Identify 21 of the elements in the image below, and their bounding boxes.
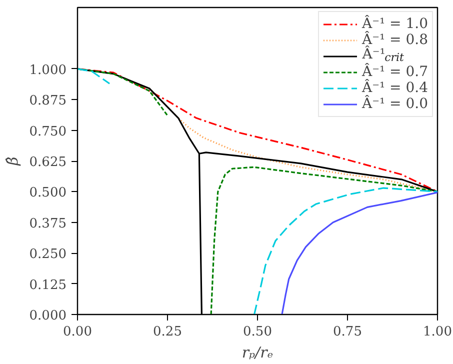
x-tick-label: 1.00 [423, 324, 452, 340]
x-axis-title: rₚ/rₑ [242, 344, 274, 362]
y-axis-title: β̂ [3, 156, 22, 166]
x-tick-label: 0.50 [243, 324, 272, 340]
y-tick-label: 1.000 [29, 62, 66, 78]
x-tick-label: 0.75 [333, 324, 362, 340]
y-tick-label: 0.750 [29, 124, 66, 140]
y-tick-label: 0.250 [29, 247, 66, 262]
y-tick-label: 0.875 [29, 94, 66, 109]
y-tick-label: 0.375 [29, 216, 66, 232]
legend-label: Â⁻¹ = 0.0 [362, 96, 428, 112]
line-series [281, 192, 438, 314]
y-tick-label: 0.500 [29, 186, 66, 201]
x-tick-label: 0.00 [63, 324, 92, 340]
y-tick-label: 0.125 [29, 278, 66, 293]
legend-label: Â⁻¹ = 0.7 [362, 64, 428, 80]
x-tick-label: 0.25 [153, 324, 182, 340]
legend-label: Â⁻¹ = 1.0 [362, 16, 428, 32]
y-tick-label: 0.625 [29, 155, 66, 170]
y-tick-label: 0.000 [29, 308, 66, 324]
legend-label: Â⁻¹ = 0.4 [362, 80, 428, 96]
